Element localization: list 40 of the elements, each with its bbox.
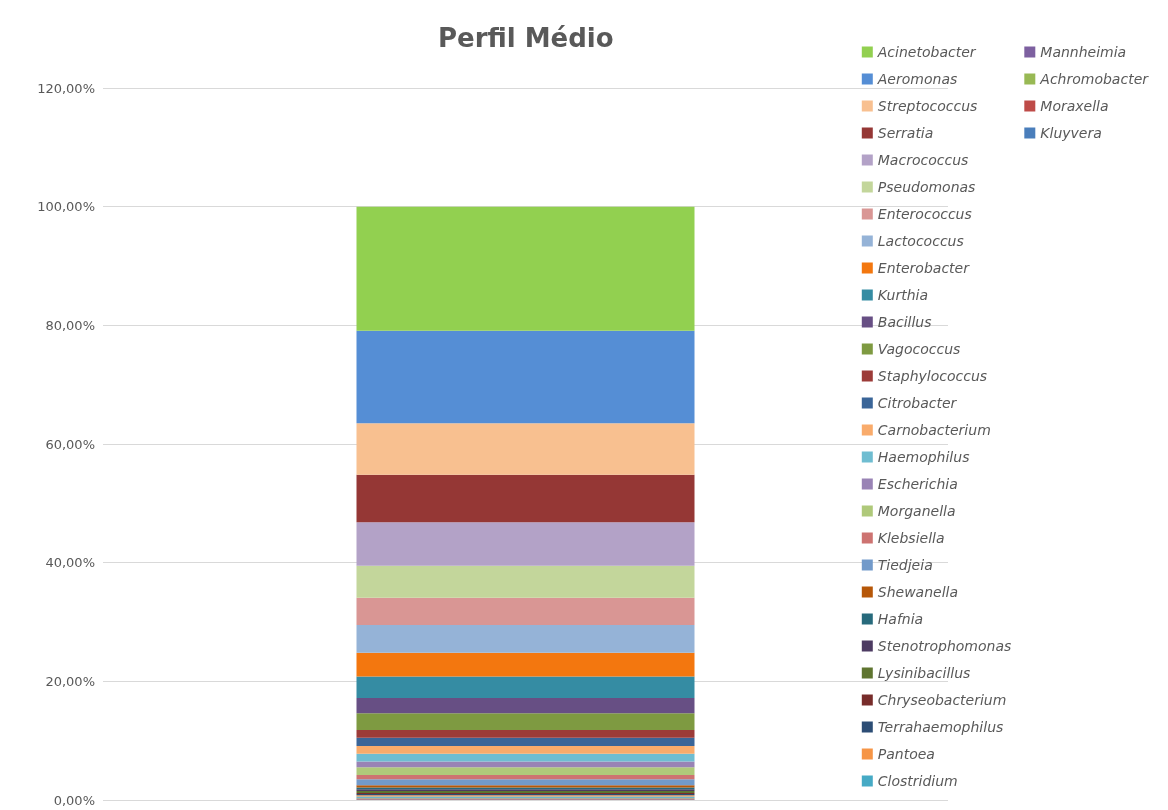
legend-label: Pseudomonas (877, 179, 976, 195)
legend-label: Clostridium (877, 773, 958, 789)
legend-label: Kurthia (877, 287, 929, 303)
legend-label: Kluyvera (1040, 125, 1102, 141)
y-tick-label: 100,00% (37, 199, 95, 215)
legend-label: Chryseobacterium (877, 692, 1007, 708)
legend-label: Serratia (877, 125, 934, 141)
y-tick-label: 20,00% (45, 673, 95, 689)
y-tick-label: 0,00% (53, 792, 95, 808)
legend-label: Carnobacterium (877, 422, 991, 438)
legend-label: Stenotrophomonas (877, 638, 1012, 654)
y-tick-label: 40,00% (45, 555, 95, 571)
y-tick-label: 80,00% (45, 317, 95, 333)
legend-label: Morganella (877, 503, 956, 519)
y-tick-label: 120,00% (37, 80, 95, 96)
legend-label: Aeromonas (876, 71, 958, 87)
legend-label: Hafnia (877, 611, 924, 627)
legend-label: Terrahaemophilus (877, 719, 1004, 735)
legend-label: Lysinibacillus (877, 665, 971, 681)
legend-label: Haemophilus (877, 449, 970, 465)
legend-label: Tiedjeia (877, 557, 933, 573)
legend-label: Vagococcus (877, 341, 961, 357)
legend-label: Mannheimia (1040, 44, 1127, 60)
legend-label: Macrococcus (877, 152, 969, 168)
legend-label: Lactococcus (877, 233, 964, 249)
legend-label: Klebsiella (877, 530, 945, 546)
legend-label: Moraxella (1040, 98, 1109, 114)
legend-label: Shewanella (877, 584, 959, 600)
legend-label: Acinetobacter (876, 44, 977, 60)
legend-label: Staphylococcus (877, 368, 988, 384)
legend-label: Citrobacter (877, 395, 958, 411)
legend-label: Pantoea (877, 746, 935, 762)
legend-label: Enterococcus (877, 206, 972, 222)
legend-label: Escherichia (877, 476, 958, 492)
legend-label: Bacillus (877, 314, 932, 330)
chart-title: Perfil Médio (438, 23, 614, 53)
legend-label: Enterobacter (877, 260, 971, 276)
y-tick-label: 60,00% (45, 436, 95, 452)
legend-label: Achromobacter (1039, 71, 1150, 87)
legend-label: Streptococcus (877, 98, 978, 114)
